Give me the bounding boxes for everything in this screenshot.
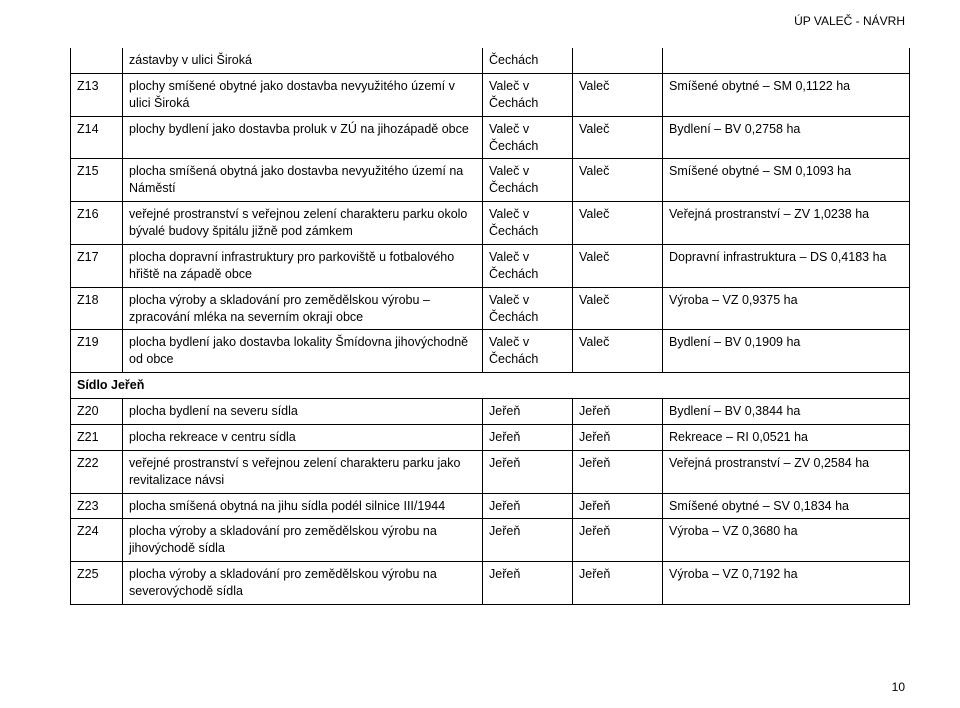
- code-cell: Z25: [71, 562, 123, 605]
- table-row: Z13plochy smíšené obytné jako dostavba n…: [71, 73, 910, 116]
- desc-cell: plochy smíšené obytné jako dostavba nevy…: [123, 73, 483, 116]
- loc2-cell: Valeč: [573, 202, 663, 245]
- code-cell: Z21: [71, 424, 123, 450]
- right-cell: Smíšené obytné – SM 0,1122 ha: [663, 73, 910, 116]
- page: ÚP VALEČ - NÁVRH zástavby v ulici Široká…: [0, 0, 960, 708]
- table-row: Z23plocha smíšená obytná na jihu sídla p…: [71, 493, 910, 519]
- section-row: Sídlo Jeřeň: [71, 373, 910, 399]
- desc-cell: veřejné prostranství s veřejnou zelení c…: [123, 202, 483, 245]
- right-cell: Smíšené obytné – SV 0,1834 ha: [663, 493, 910, 519]
- desc-cell: plocha výroby a skladování pro zemědělsk…: [123, 519, 483, 562]
- desc-cell: zástavby v ulici Široká: [123, 48, 483, 73]
- header-title: ÚP VALEČ - NÁVRH: [794, 14, 905, 28]
- right-cell: Rekreace – RI 0,0521 ha: [663, 424, 910, 450]
- code-cell: Z23: [71, 493, 123, 519]
- zoning-table: zástavby v ulici ŠirokáČecháchZ13plochy …: [70, 48, 910, 605]
- right-cell: Veřejná prostranství – ZV 0,2584 ha: [663, 450, 910, 493]
- code-cell: Z24: [71, 519, 123, 562]
- right-cell: Výroba – VZ 0,7192 ha: [663, 562, 910, 605]
- desc-cell: plocha rekreace v centru sídla: [123, 424, 483, 450]
- right-cell: [663, 48, 910, 73]
- loc1-cell: Jeřeň: [483, 493, 573, 519]
- table-row: Z15plocha smíšená obytná jako dostavba n…: [71, 159, 910, 202]
- table-row: Z14plochy bydlení jako dostavba proluk v…: [71, 116, 910, 159]
- right-cell: Dopravní infrastruktura – DS 0,4183 ha: [663, 244, 910, 287]
- desc-cell: plocha dopravní infrastruktury pro parko…: [123, 244, 483, 287]
- right-cell: Bydlení – BV 0,1909 ha: [663, 330, 910, 373]
- loc2-cell: Valeč: [573, 159, 663, 202]
- loc2-cell: Jeřeň: [573, 424, 663, 450]
- loc2-cell: Jeřeň: [573, 493, 663, 519]
- loc2-cell: Jeřeň: [573, 519, 663, 562]
- code-cell: [71, 48, 123, 73]
- loc1-cell: Jeřeň: [483, 399, 573, 425]
- loc2-cell: Valeč: [573, 73, 663, 116]
- loc1-cell: Jeřeň: [483, 519, 573, 562]
- loc2-cell: Jeřeň: [573, 450, 663, 493]
- code-cell: Z22: [71, 450, 123, 493]
- desc-cell: veřejné prostranství s veřejnou zelení c…: [123, 450, 483, 493]
- desc-cell: plocha bydlení na severu sídla: [123, 399, 483, 425]
- loc1-cell: Valeč v Čechách: [483, 287, 573, 330]
- table-row: Z20plocha bydlení na severu sídlaJeřeňJe…: [71, 399, 910, 425]
- loc2-cell: Jeřeň: [573, 399, 663, 425]
- code-cell: Z13: [71, 73, 123, 116]
- loc2-cell: Valeč: [573, 116, 663, 159]
- desc-cell: plocha výroby a skladování pro zemědělsk…: [123, 562, 483, 605]
- code-cell: Z15: [71, 159, 123, 202]
- loc2-cell: Valeč: [573, 244, 663, 287]
- right-cell: Bydlení – BV 0,3844 ha: [663, 399, 910, 425]
- section-label: Sídlo Jeřeň: [71, 373, 910, 399]
- loc1-cell: Valeč v Čechách: [483, 159, 573, 202]
- loc1-cell: Valeč v Čechách: [483, 202, 573, 245]
- loc1-cell: Jeřeň: [483, 450, 573, 493]
- loc1-cell: Valeč v Čechách: [483, 73, 573, 116]
- loc2-cell: Valeč: [573, 330, 663, 373]
- table-row: Z17plocha dopravní infrastruktury pro pa…: [71, 244, 910, 287]
- table-row: Z24plocha výroby a skladování pro zemědě…: [71, 519, 910, 562]
- code-cell: Z16: [71, 202, 123, 245]
- code-cell: Z19: [71, 330, 123, 373]
- page-number: 10: [892, 680, 905, 694]
- table-row: Z21plocha rekreace v centru sídlaJeřeňJe…: [71, 424, 910, 450]
- desc-cell: plochy bydlení jako dostavba proluk v ZÚ…: [123, 116, 483, 159]
- loc1-cell: Valeč v Čechách: [483, 330, 573, 373]
- table-row: Z22veřejné prostranství s veřejnou zelen…: [71, 450, 910, 493]
- desc-cell: plocha výroby a skladování pro zemědělsk…: [123, 287, 483, 330]
- right-cell: Smíšené obytné – SM 0,1093 ha: [663, 159, 910, 202]
- loc1-cell: Valeč v Čechách: [483, 116, 573, 159]
- code-cell: Z20: [71, 399, 123, 425]
- code-cell: Z14: [71, 116, 123, 159]
- loc1-cell: Valeč v Čechách: [483, 244, 573, 287]
- table-row: Z19plocha bydlení jako dostavba lokality…: [71, 330, 910, 373]
- right-cell: Veřejná prostranství – ZV 1,0238 ha: [663, 202, 910, 245]
- right-cell: Výroba – VZ 0,9375 ha: [663, 287, 910, 330]
- code-cell: Z18: [71, 287, 123, 330]
- loc1-cell: Jeřeň: [483, 424, 573, 450]
- loc2-cell: [573, 48, 663, 73]
- loc1-cell: Čechách: [483, 48, 573, 73]
- code-cell: Z17: [71, 244, 123, 287]
- loc1-cell: Jeřeň: [483, 562, 573, 605]
- right-cell: Bydlení – BV 0,2758 ha: [663, 116, 910, 159]
- table-row: Z25plocha výroby a skladování pro zemědě…: [71, 562, 910, 605]
- desc-cell: plocha smíšená obytná na jihu sídla podé…: [123, 493, 483, 519]
- right-cell: Výroba – VZ 0,3680 ha: [663, 519, 910, 562]
- desc-cell: plocha bydlení jako dostavba lokality Šm…: [123, 330, 483, 373]
- desc-cell: plocha smíšená obytná jako dostavba nevy…: [123, 159, 483, 202]
- table-row: zástavby v ulici ŠirokáČechách: [71, 48, 910, 73]
- loc2-cell: Valeč: [573, 287, 663, 330]
- table-row: Z18plocha výroby a skladování pro zemědě…: [71, 287, 910, 330]
- loc2-cell: Jeřeň: [573, 562, 663, 605]
- table-row: Z16veřejné prostranství s veřejnou zelen…: [71, 202, 910, 245]
